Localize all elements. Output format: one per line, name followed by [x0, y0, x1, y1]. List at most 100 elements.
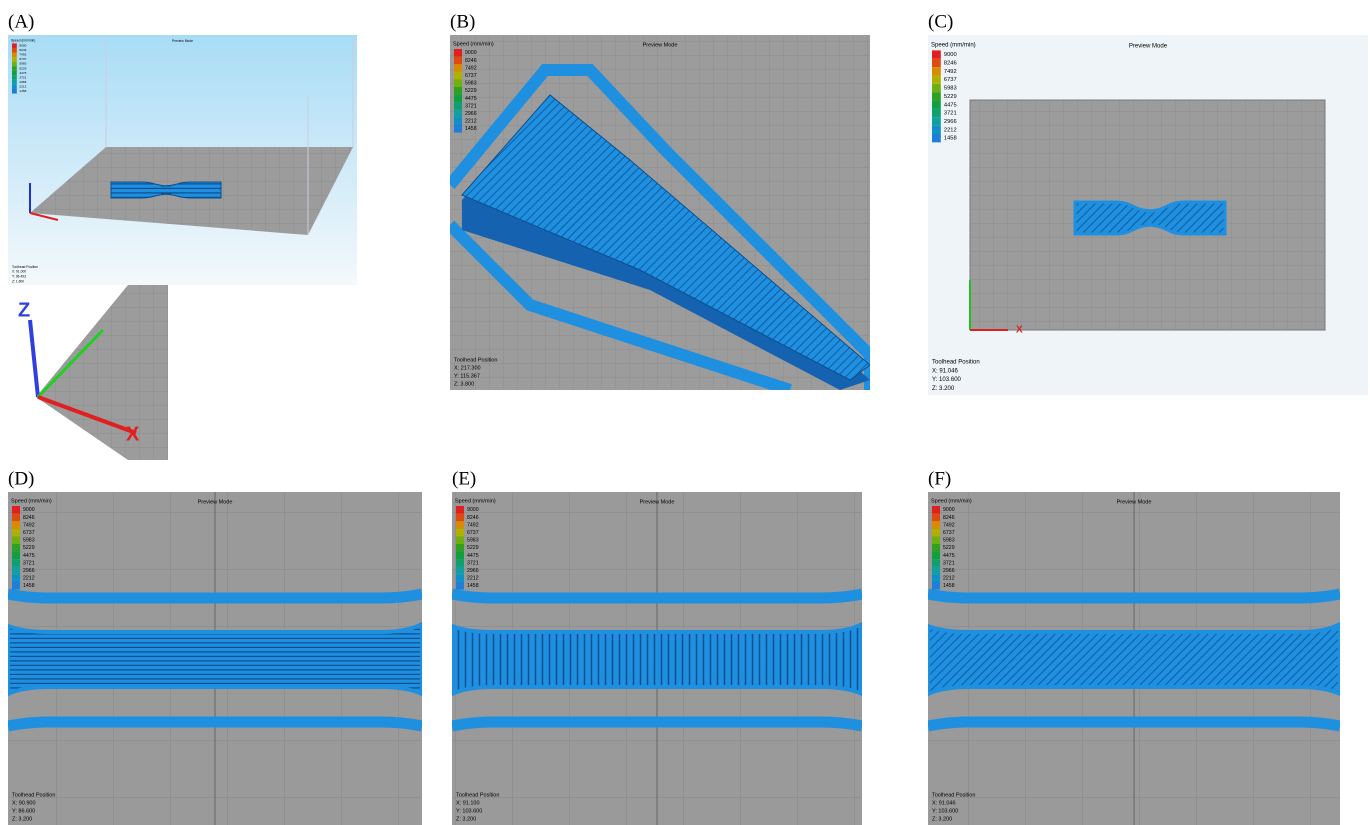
legend-label: 4475 — [943, 553, 955, 559]
skirt — [452, 594, 862, 598]
toolhead-title: Toolhead Position — [454, 357, 497, 363]
legend-swatch — [932, 126, 941, 134]
legend-swatch — [12, 529, 20, 537]
panel-label: (C) — [928, 11, 953, 32]
legend-swatch — [454, 110, 462, 118]
panel-label: (E) — [452, 468, 476, 489]
legend-swatch — [454, 49, 462, 57]
legend-label: 1458 — [943, 583, 955, 589]
legend-label: 9000 — [943, 507, 955, 513]
gauge — [452, 624, 862, 694]
legend-swatch — [454, 125, 462, 133]
legend-swatch — [12, 574, 20, 582]
toolhead-x: X: 91.046 — [932, 368, 959, 374]
legend-label: 1458 — [19, 89, 26, 93]
toolhead-z: Z: 3.200 — [12, 816, 32, 822]
legend-label: 2966 — [23, 568, 35, 574]
legend-swatch — [12, 75, 17, 80]
toolhead-y: Y: 86.600 — [12, 808, 35, 814]
legend-swatch — [12, 514, 20, 522]
legend-swatch — [456, 506, 464, 514]
legend-label: 8246 — [467, 515, 479, 521]
legend-label: 4475 — [23, 553, 35, 559]
legend-swatch — [12, 506, 20, 514]
legend-swatch — [932, 521, 940, 529]
mode-title: Preview Mode — [1129, 44, 1168, 50]
legend-label: 4475 — [465, 96, 477, 102]
legend-label: 6737 — [943, 530, 955, 536]
legend-label: 6737 — [23, 530, 35, 536]
mode-title: Preview Mode — [643, 42, 678, 48]
legend-label: 5983 — [943, 538, 955, 544]
legend-swatch — [932, 84, 941, 92]
panel-label: (D) — [8, 468, 34, 489]
legend-swatch — [932, 544, 940, 552]
legend-label: 7492 — [19, 53, 26, 57]
legend-swatch — [12, 53, 17, 58]
legend-swatch — [454, 57, 462, 65]
legend-label: 2966 — [944, 119, 957, 125]
legend-swatch — [12, 582, 20, 590]
legend-swatch — [456, 559, 464, 567]
toolhead-x: X: 217.300 — [454, 365, 481, 371]
legend-label: 8246 — [944, 60, 957, 66]
toolhead-y: Y: 115.367 — [454, 373, 480, 379]
legend-swatch — [932, 50, 941, 58]
legend-swatch — [932, 109, 941, 117]
viewport: Preview ModeSpeed (mm/min)90008246749267… — [8, 492, 422, 825]
legend-label: 2212 — [23, 576, 35, 582]
legend-title: Speed (mm/min) — [11, 498, 52, 504]
toolhead-z: Z: 3.200 — [932, 386, 955, 392]
skirt — [452, 722, 862, 726]
legend-swatch — [456, 536, 464, 544]
legend-swatch — [12, 43, 17, 48]
toolhead-title: Toolhead Position — [932, 792, 975, 798]
mode-title: Preview Mode — [1117, 499, 1152, 505]
legend-swatch — [454, 102, 462, 110]
legend-label: 9000 — [465, 50, 477, 56]
legend-label: 6737 — [465, 73, 477, 79]
toolhead-x: X: 91.046 — [932, 800, 956, 806]
legend-label: 4475 — [467, 553, 479, 559]
toolhead-y: Y: 103.600 — [932, 377, 962, 383]
legend-swatch — [456, 521, 464, 529]
panel-label: (F) — [928, 468, 951, 489]
legend-label: 1458 — [23, 583, 35, 589]
legend-label: 9000 — [944, 52, 957, 58]
legend-swatch — [454, 72, 462, 80]
legend-label: 7492 — [943, 522, 955, 528]
legend-swatch — [932, 567, 940, 575]
toolhead-title: Toolhead Position — [12, 792, 55, 798]
legend-swatch — [932, 574, 940, 582]
toolhead-z: Z: 3.200 — [456, 816, 476, 822]
toolhead-y: Y: 103.600 — [456, 808, 482, 814]
legend-swatch — [932, 101, 941, 109]
legend-swatch — [456, 552, 464, 560]
legend-swatch — [932, 92, 941, 100]
legend-swatch — [12, 80, 17, 85]
legend-title: Speed (mm/min) — [931, 42, 976, 48]
legend-label: 5983 — [944, 86, 957, 92]
legend-label: 3721 — [467, 560, 479, 566]
skirt — [8, 594, 422, 598]
legend-label: 5983 — [467, 538, 479, 544]
legend-swatch — [454, 79, 462, 87]
legend-label: 2212 — [465, 119, 477, 125]
axis-label: X — [126, 423, 140, 445]
toolhead-y: Y: 103.600 — [932, 808, 958, 814]
legend-label: 2212 — [943, 576, 955, 582]
legend-swatch — [12, 552, 20, 560]
panel-label: (B) — [450, 11, 475, 32]
legend-swatch — [932, 514, 940, 522]
legend-label: 5983 — [23, 538, 35, 544]
legend-label: 7492 — [467, 522, 479, 528]
legend-label: 8246 — [465, 58, 477, 64]
legend-swatch — [932, 529, 940, 537]
viewport: Preview ModeSpeed (mm/min)90008246749267… — [452, 492, 862, 825]
toolhead-x: X: 91.000 — [12, 270, 26, 274]
